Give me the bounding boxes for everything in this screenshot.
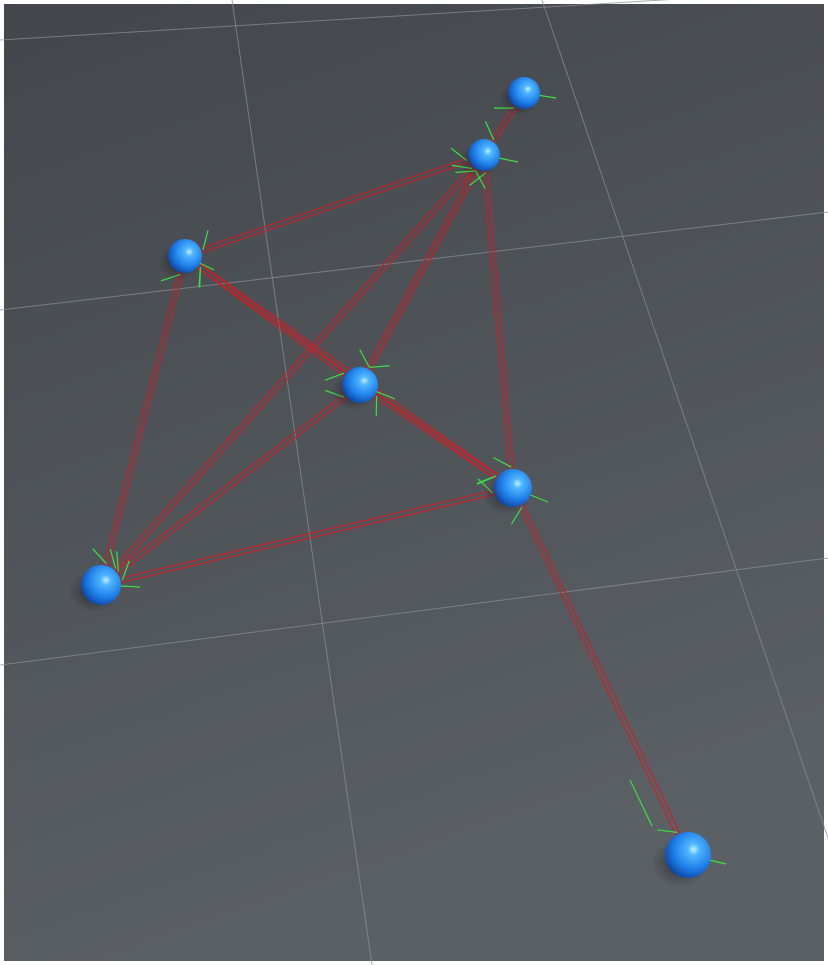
spring-edge-line [185,253,362,384]
spring-edge-line [185,156,485,259]
grid-line [0,557,828,666]
spring-edge-line [357,153,483,385]
spring-edge-line [98,255,184,585]
grid-line [541,0,828,839]
node-sphere-7[interactable] [665,832,711,878]
tangent-gizmo [484,121,495,141]
tangent-gizmo [657,829,678,834]
spring-edge-line [99,382,360,584]
spring-edge-line [184,152,484,255]
tangent-gizmo [324,372,345,381]
spring-edge-line [485,154,516,488]
spring-edge-line [102,156,487,587]
spring-edge-line [514,486,691,855]
spring-edge-line [100,485,513,584]
spring-edge-line [98,153,483,584]
node-sphere-3[interactable] [168,239,202,273]
tangent-gizmo [359,349,371,368]
tangent-gizmo [629,779,653,827]
spring-edge-line [102,256,188,586]
node-sphere-4[interactable] [342,367,378,403]
grid-line [0,0,671,41]
node-sphere-2[interactable] [468,139,500,171]
tangent-gizmo [109,548,117,569]
spring-edge-line [510,488,687,857]
spring-edge-line [361,155,487,387]
grid-line [231,0,373,965]
tangent-gizmo [493,457,512,468]
tangent-gizmo [369,365,390,368]
spring-edge-line [101,489,514,588]
node-sphere-6[interactable] [81,565,121,605]
tangent-gizmo [476,475,497,484]
grid-line [0,211,828,311]
spring-edge-line [183,257,360,388]
node-sphere-5[interactable] [494,469,532,507]
node-sphere-1[interactable] [508,77,540,109]
spring-edge-line [360,382,515,487]
tangent-gizmo [121,560,130,581]
tangent-gizmo [202,230,209,251]
spring-edge-line [101,386,362,588]
spring-edges [98,91,691,857]
tangent-gizmo [116,551,120,572]
node-spheres[interactable] [69,77,711,888]
tangent-gizmo [199,266,202,288]
spring-edge-line [481,155,512,489]
tangent-gizmo [92,548,107,565]
spring-edge-line [358,386,513,491]
